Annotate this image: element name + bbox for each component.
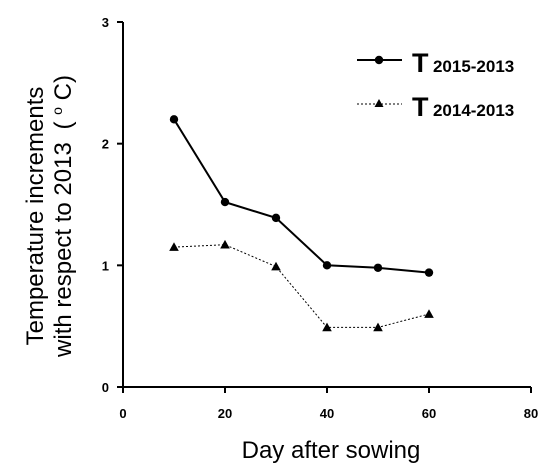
data-point bbox=[220, 197, 230, 207]
series-line-2 bbox=[173, 244, 430, 328]
legend-entry-1: T 2015-2013 bbox=[357, 48, 514, 78]
y-axis-unit-open: ( bbox=[50, 122, 77, 130]
y-tick-label: 1 bbox=[102, 258, 109, 273]
legend-label-1-main: T bbox=[412, 48, 429, 78]
y-axis-title-line2: with respect to 2013 bbox=[50, 142, 77, 358]
y-tick-label: 0 bbox=[102, 380, 109, 395]
series-layer bbox=[169, 115, 434, 332]
series-1 bbox=[169, 115, 434, 277]
legend-label-2-main: T bbox=[412, 92, 429, 122]
legend-label-2-sub: 2014-2013 bbox=[433, 101, 514, 120]
data-point bbox=[373, 322, 383, 332]
legend-label-1-sub: 2015-2013 bbox=[433, 57, 514, 76]
x-tick-label: 0 bbox=[119, 406, 126, 421]
ticks: 0 1 2 3 0 20 40 60 80 bbox=[102, 15, 538, 421]
data-point bbox=[322, 322, 332, 332]
y-axis-unit-close: C) bbox=[50, 75, 77, 100]
legend-marker-2 bbox=[374, 99, 384, 107]
y-tick-label: 2 bbox=[102, 137, 109, 152]
data-point bbox=[220, 239, 230, 249]
legend: T 2015-2013 T 2014-2013 bbox=[357, 48, 514, 122]
y-axis-title-line1: Temperature increments bbox=[22, 87, 49, 346]
data-point bbox=[322, 261, 332, 270]
series-line-1 bbox=[173, 118, 430, 274]
legend-marker-1 bbox=[374, 55, 384, 65]
y-axis-unit-sup: o bbox=[49, 107, 65, 115]
data-point bbox=[271, 261, 281, 271]
data-point bbox=[169, 242, 179, 251]
data-point bbox=[424, 268, 434, 277]
x-tick-label: 20 bbox=[218, 406, 232, 421]
series-2 bbox=[169, 239, 434, 332]
data-point bbox=[424, 309, 434, 318]
x-tick-label: 60 bbox=[422, 406, 436, 421]
y-axis-title: Temperature increments with respect to 2… bbox=[22, 75, 77, 358]
axes bbox=[122, 22, 531, 388]
svg-text:T 2014-2013: T 2014-2013 bbox=[412, 92, 514, 122]
legend-entry-2: T 2014-2013 bbox=[357, 92, 514, 122]
y-tick-label: 3 bbox=[102, 15, 109, 30]
x-axis-title: Day after sowing bbox=[242, 437, 421, 464]
data-point bbox=[271, 213, 281, 223]
data-point bbox=[373, 263, 383, 272]
x-tick-label: 40 bbox=[320, 406, 334, 421]
data-point bbox=[169, 115, 179, 124]
x-tick-label: 80 bbox=[524, 406, 538, 421]
svg-text:T 2015-2013: T 2015-2013 bbox=[412, 48, 514, 78]
svg-text:with respect to 2013 (: with respect to 2013 ( o C) bbox=[41, 75, 77, 358]
svg-text:Temperature increments: Temperature increments bbox=[22, 87, 49, 346]
